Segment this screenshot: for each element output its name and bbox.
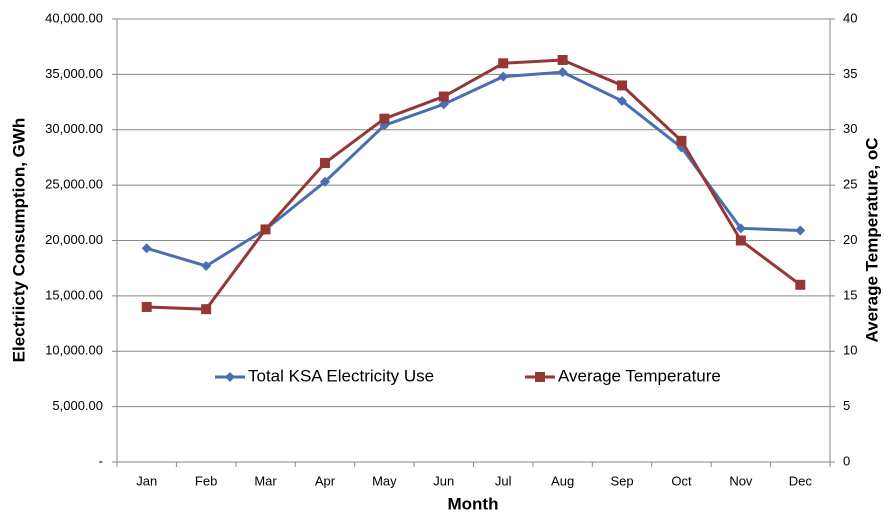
y-tick-label: 35,000.00 — [45, 66, 103, 81]
x-tick-label: Jul — [495, 473, 512, 488]
data-point — [379, 113, 390, 124]
x-tick-label: Oct — [671, 473, 692, 488]
data-point — [438, 99, 449, 110]
y2-tick-label: 40 — [843, 10, 857, 25]
y2-tick-label: 5 — [843, 398, 850, 413]
data-point — [795, 279, 806, 290]
legend-label: Total KSA Electricity Use — [248, 366, 434, 385]
data-point — [260, 224, 271, 235]
data-point — [319, 176, 330, 187]
data-point — [498, 58, 509, 69]
legend-marker — [225, 372, 235, 382]
data-point — [617, 95, 628, 106]
data-point — [201, 304, 212, 315]
data-point — [319, 157, 330, 168]
series-line — [146, 58, 802, 311]
y-tick-label: 25,000.00 — [45, 177, 103, 192]
y-tick-label: 10,000.00 — [45, 343, 103, 358]
data-point — [141, 301, 152, 312]
y-tick-label: 30,000.00 — [45, 121, 103, 136]
y-tick-label: 15,000.00 — [45, 287, 103, 302]
data-point — [557, 67, 568, 78]
y-tick-label: 5,000.00 — [52, 398, 103, 413]
data-point — [498, 71, 509, 82]
x-tick-label: Aug — [551, 473, 574, 488]
data-point — [735, 235, 746, 246]
y-axis-title: Electriicty Consumption, GWh — [9, 118, 28, 363]
y2-tick-label: 20 — [843, 232, 857, 247]
x-tick-label: Mar — [254, 473, 277, 488]
data-point — [201, 260, 212, 271]
data-point — [617, 80, 628, 91]
x-tick-label: Nov — [729, 473, 753, 488]
y2-tick-label: 25 — [843, 177, 857, 192]
x-tick-label: Jan — [136, 473, 157, 488]
x-tick-label: Feb — [195, 473, 217, 488]
y-tick-label: - — [99, 453, 103, 468]
y-tick-label: 40,000.00 — [45, 10, 103, 25]
data-point — [438, 91, 449, 102]
y2-axis-title: Average Temperature, oC — [862, 137, 881, 342]
legend-label: Average Temperature — [558, 366, 721, 385]
data-point — [676, 135, 687, 146]
y2-tick-label: 35 — [843, 66, 857, 81]
x-tick-label: Apr — [315, 473, 336, 488]
series-line — [146, 70, 801, 268]
x-tick-label: Sep — [610, 473, 633, 488]
x-tick-label: Jun — [433, 473, 454, 488]
data-point — [735, 223, 746, 234]
data-point — [141, 243, 152, 254]
x-tick-label: Dec — [789, 473, 813, 488]
data-point — [557, 54, 568, 65]
legend-marker — [535, 372, 545, 382]
y2-tick-label: 0 — [843, 453, 850, 468]
data-point — [795, 225, 806, 236]
x-tick-label: May — [372, 473, 397, 488]
y-tick-label: 20,000.00 — [45, 232, 103, 247]
y2-tick-label: 10 — [843, 343, 857, 358]
y2-tick-label: 30 — [843, 121, 857, 136]
x-axis-title: Month — [448, 494, 499, 513]
y2-tick-label: 15 — [843, 287, 857, 302]
